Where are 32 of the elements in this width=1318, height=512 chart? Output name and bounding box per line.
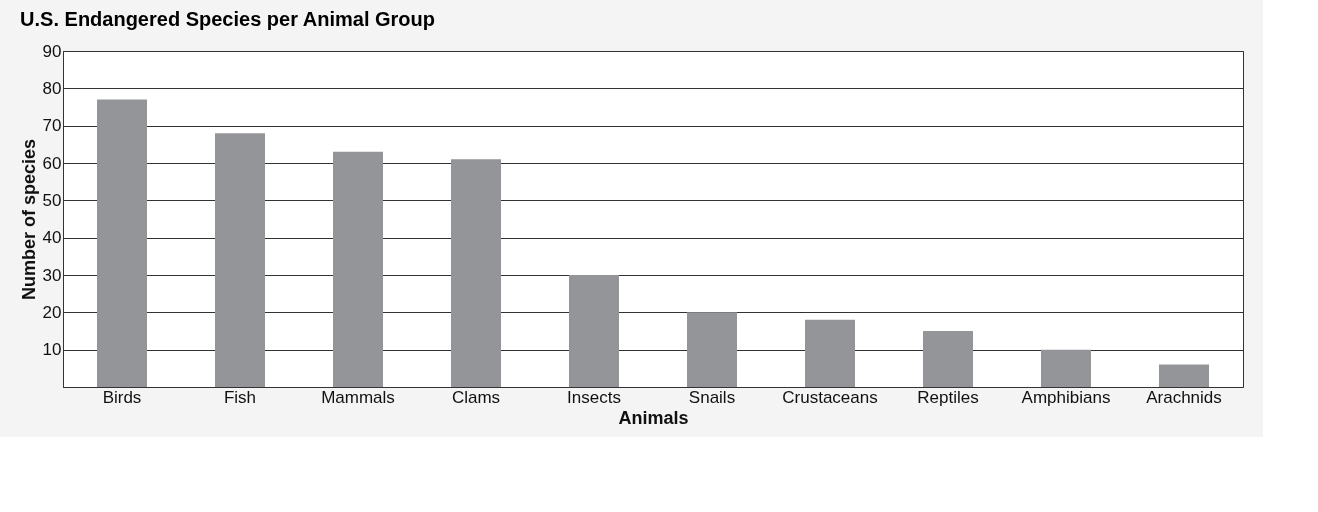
y-tick-label: 90 xyxy=(42,41,62,61)
y-tick-label: 60 xyxy=(42,153,62,173)
y-tick-label: 10 xyxy=(42,340,62,360)
bar xyxy=(97,99,147,387)
x-tick-label: Arachnids xyxy=(1146,387,1222,407)
bar xyxy=(687,312,737,387)
y-tick-label: 40 xyxy=(42,228,62,248)
y-tick-label: 80 xyxy=(42,78,62,98)
y-tick-label: 50 xyxy=(42,190,62,210)
y-tick-label: 30 xyxy=(42,265,62,285)
chart-title: U.S. Endangered Species per Animal Group xyxy=(20,8,436,30)
bar xyxy=(805,319,855,387)
bar xyxy=(1041,349,1091,387)
x-tick-label: Birds xyxy=(102,387,142,407)
x-tick-label: Amphibians xyxy=(1021,387,1111,407)
y-axis-title: Number of species xyxy=(18,138,39,301)
bar xyxy=(923,331,973,387)
y-tick-label: 70 xyxy=(42,116,62,136)
x-tick-label: Snails xyxy=(688,387,736,407)
bar xyxy=(1159,364,1209,387)
bar xyxy=(569,275,619,387)
x-tick-label: Clams xyxy=(451,387,501,407)
x-axis-title: Animals xyxy=(618,407,689,428)
bar xyxy=(215,133,265,387)
bar xyxy=(333,151,383,387)
y-tick-label: 20 xyxy=(42,302,62,322)
bar xyxy=(451,159,501,387)
x-tick-label: Crustaceans xyxy=(782,387,878,407)
x-tick-label: Mammals xyxy=(321,387,395,407)
x-tick-label: Fish xyxy=(223,387,257,407)
x-tick-label: Reptiles xyxy=(917,387,979,407)
x-tick-label: Insects xyxy=(567,387,621,407)
